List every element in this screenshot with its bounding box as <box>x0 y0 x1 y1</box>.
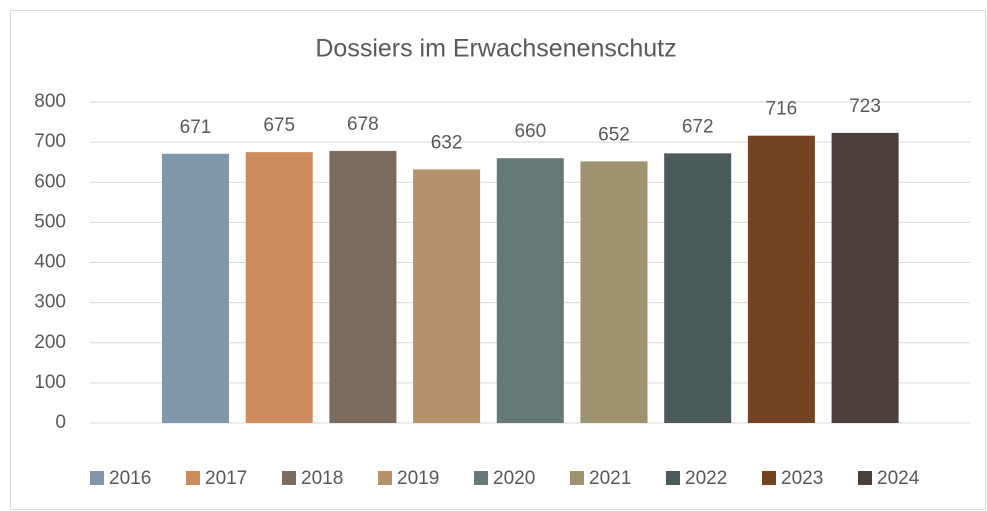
legend-label: 2024 <box>877 468 920 489</box>
bar <box>496 158 564 424</box>
legend-swatch <box>186 471 200 485</box>
legend-label: 2018 <box>301 468 343 489</box>
value-label: 660 <box>514 121 546 142</box>
y-tick-label: 700 <box>34 131 66 152</box>
legend-swatch <box>378 471 392 485</box>
bar <box>580 161 648 423</box>
y-tick-label: 200 <box>34 332 66 353</box>
y-tick-label: 400 <box>34 252 66 273</box>
legend-label: 2022 <box>685 468 727 489</box>
legend-swatch <box>90 471 104 485</box>
legend-swatch <box>474 471 488 485</box>
legend-label: 2021 <box>589 468 631 489</box>
legend-label: 2019 <box>397 468 439 489</box>
value-label: 723 <box>849 96 881 117</box>
legend-swatch <box>282 471 296 485</box>
y-tick-label: 100 <box>34 372 66 393</box>
legend-label: 2017 <box>205 468 247 489</box>
legend-swatch <box>570 471 584 485</box>
chart-title: Dossiers im Erwachsenenschutz <box>315 35 676 63</box>
value-label: 672 <box>682 116 714 137</box>
value-label: 716 <box>766 99 798 120</box>
bar <box>747 135 815 423</box>
value-label: 671 <box>180 117 212 138</box>
y-tick-label: 600 <box>34 171 66 192</box>
bar <box>329 150 397 423</box>
value-label: 678 <box>347 114 379 135</box>
value-label: 652 <box>598 124 630 145</box>
y-tick-label: 800 <box>34 91 66 112</box>
bar <box>664 153 732 424</box>
legend-label: 2023 <box>781 468 823 489</box>
legend-swatch <box>762 471 776 485</box>
bar <box>162 153 229 424</box>
legend-label: 2016 <box>109 468 151 489</box>
y-tick-label: 0 <box>55 412 66 433</box>
bar <box>245 152 313 423</box>
legend-label: 2020 <box>493 468 535 489</box>
legend-swatch <box>858 471 872 485</box>
bar <box>831 132 899 424</box>
value-label: 675 <box>263 115 295 136</box>
y-tick-label: 300 <box>34 292 66 313</box>
bar <box>413 169 481 423</box>
y-tick-label: 500 <box>34 211 66 232</box>
value-label: 632 <box>431 132 463 153</box>
legend-swatch <box>666 471 680 485</box>
